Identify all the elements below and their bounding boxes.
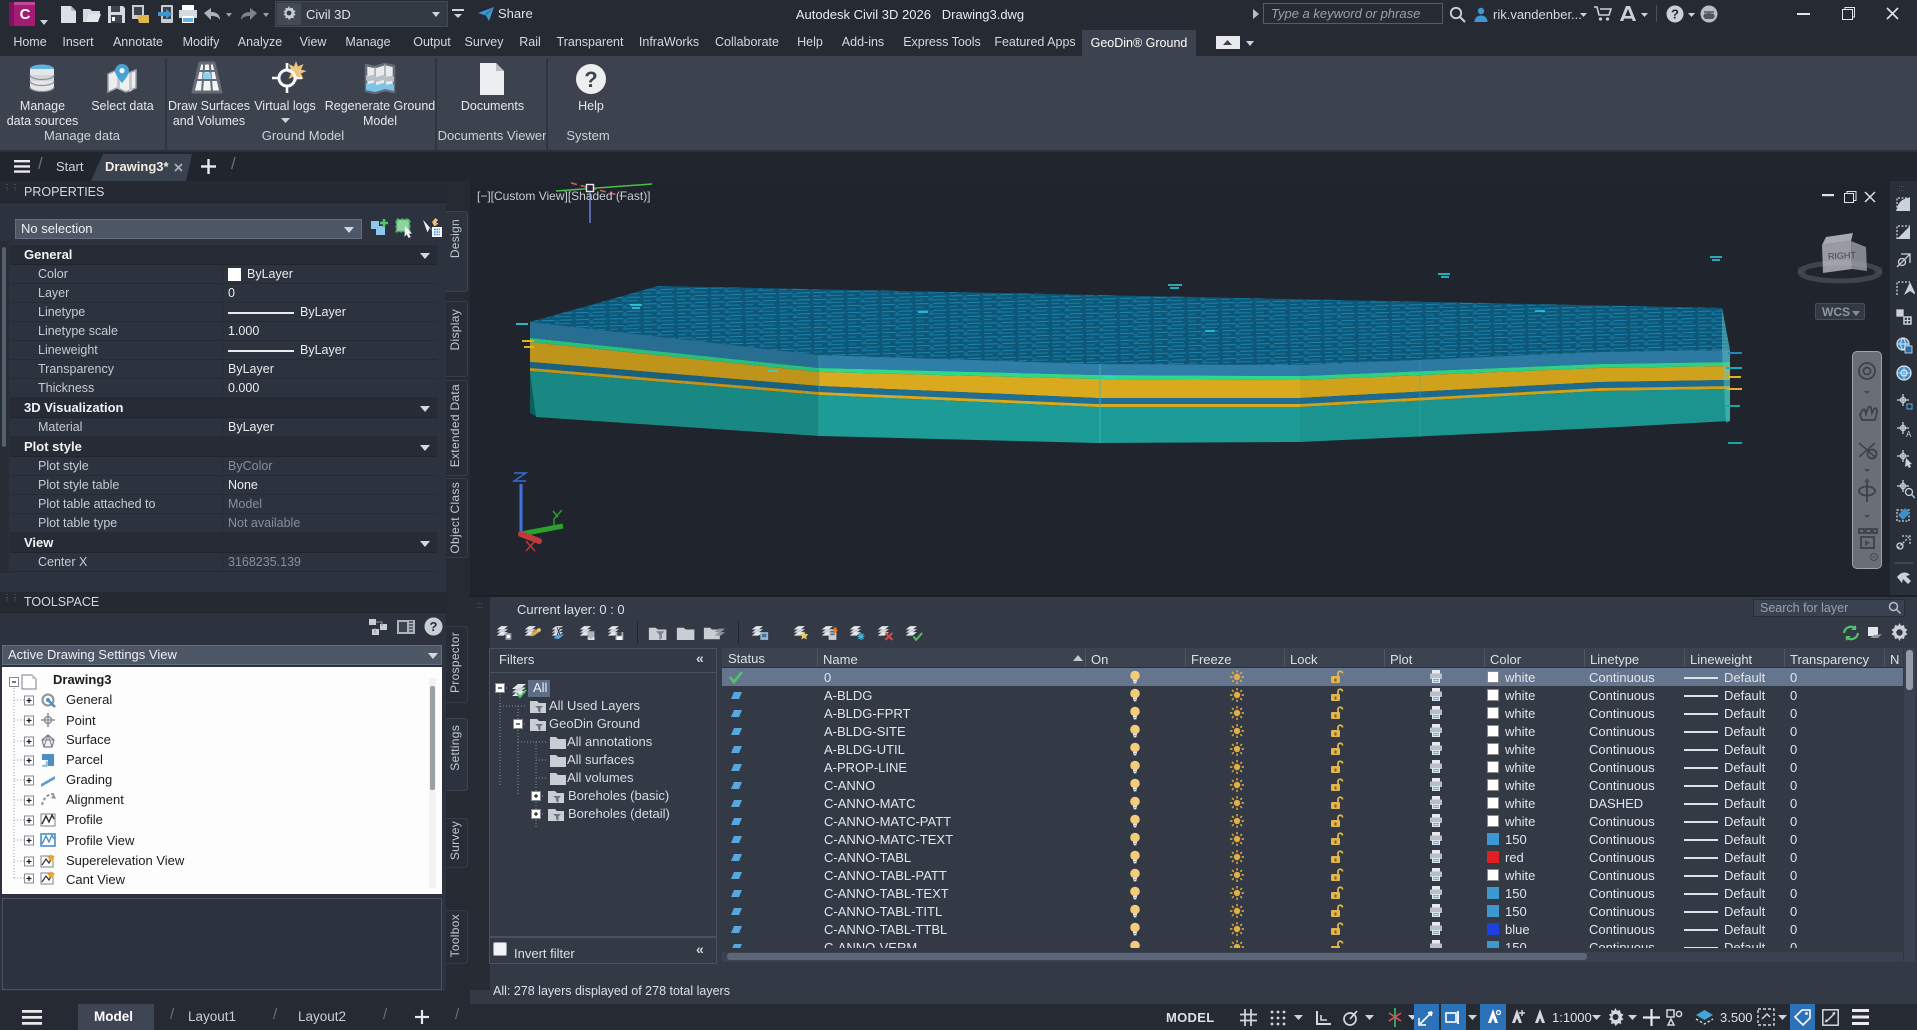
svg-text:RIGHT: RIGHT xyxy=(1828,250,1857,261)
svg-text:A: A xyxy=(1906,430,1912,439)
svg-text:?: ? xyxy=(1671,7,1679,22)
svg-text:?: ? xyxy=(584,67,597,92)
svg-text:?: ? xyxy=(430,619,438,634)
